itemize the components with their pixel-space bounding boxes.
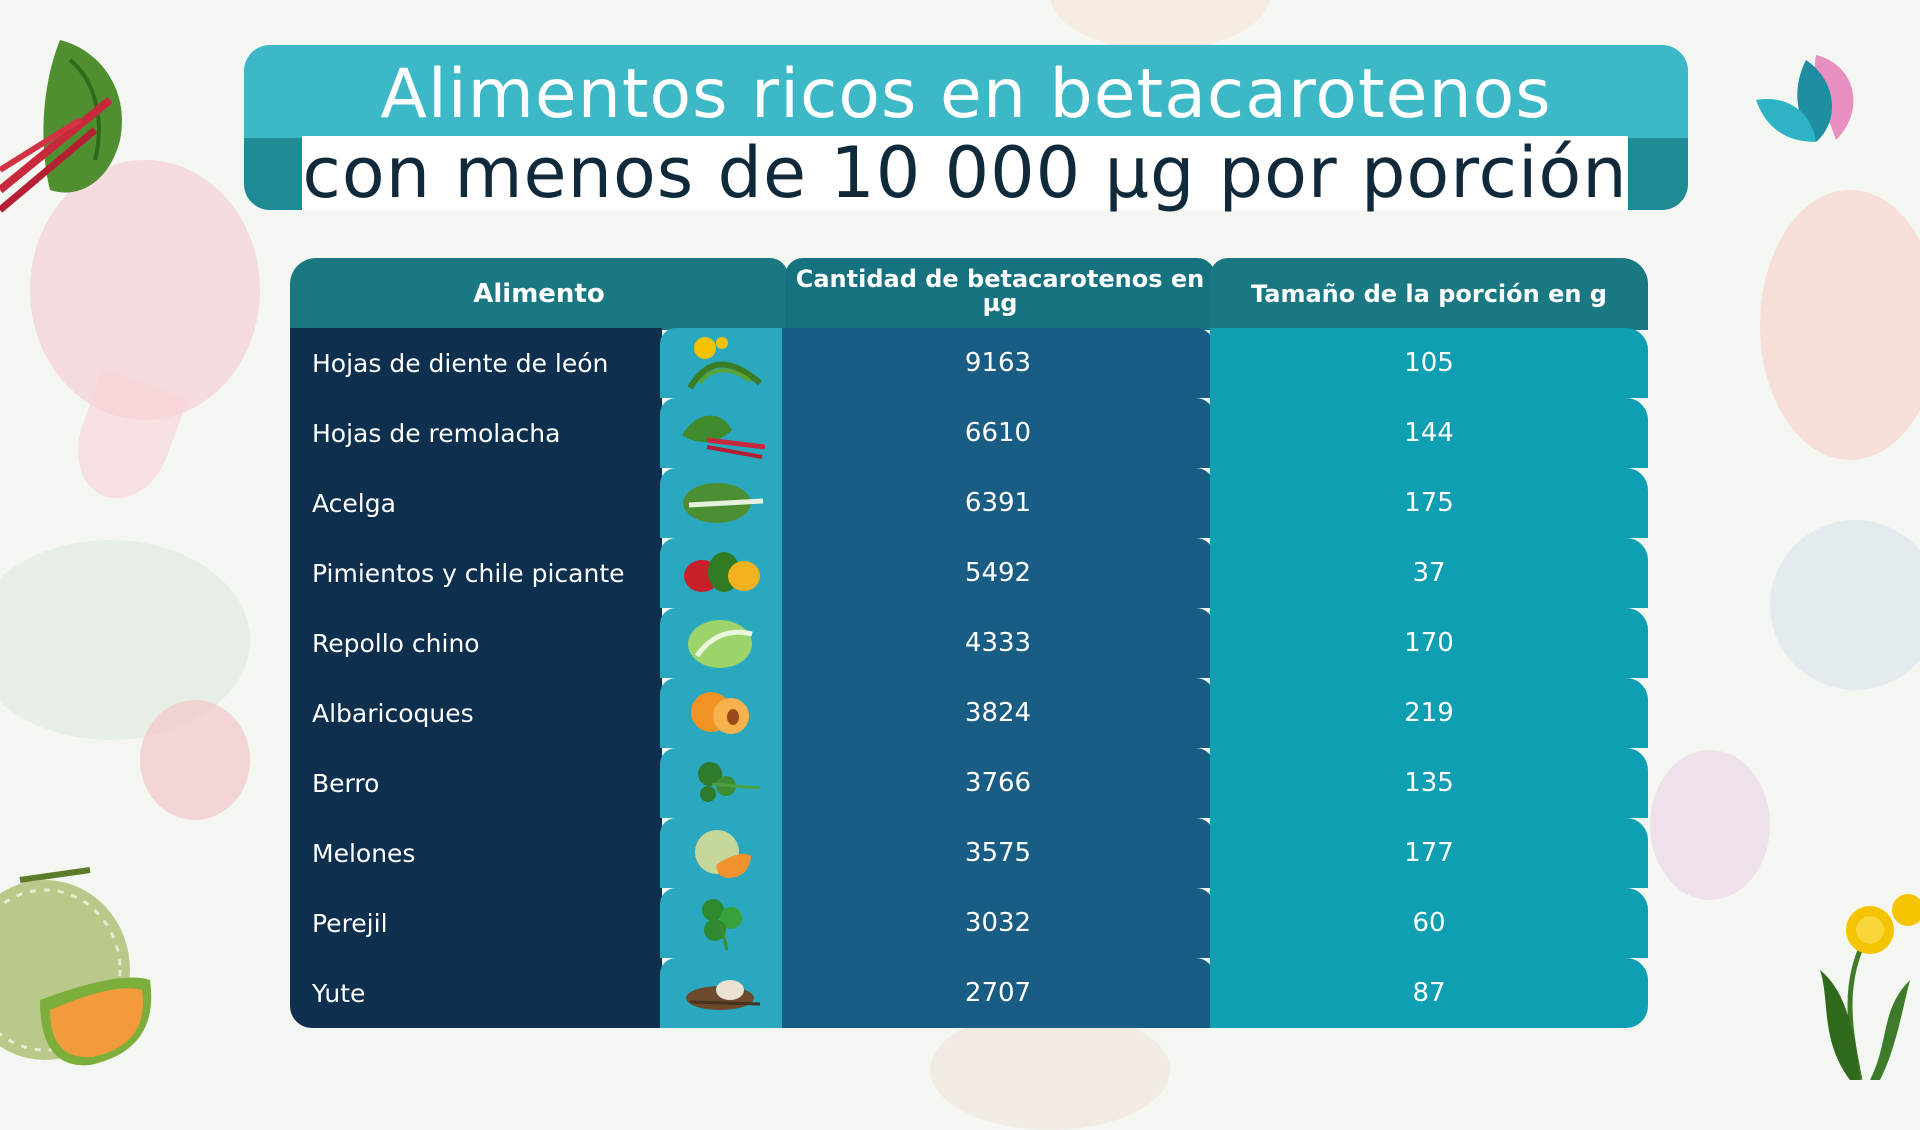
table-row: Yute 2707 87 [290,958,1648,1028]
amount-value: 3032 [782,888,1214,958]
chinese-cabbage-icon [660,608,784,678]
food-name: Pimientos y chile picante [290,538,662,608]
bottom-background-shape [930,1010,1170,1130]
dandelion-illustration [1820,894,1920,1080]
column-header-food: Alimento [290,258,788,330]
grapefruit-background-shape [1760,190,1920,460]
table-row: Repollo chino 4333 170 [290,608,1648,678]
amount-value: 4333 [782,608,1214,678]
melon-illustration [0,867,152,1066]
title-banner: Alimentos ricos en betacarotenos [244,45,1688,143]
amount-value: 3766 [782,748,1214,818]
table-row: Perejil 3032 60 [290,888,1648,958]
portion-value: 105 [1210,328,1648,398]
melon-icon [660,818,784,888]
amount-value: 2707 [782,958,1214,1028]
food-name: Perejil [290,888,662,958]
title-line-1: Alimentos ricos en betacarotenos [380,54,1552,134]
beet-greens-icon [660,398,784,468]
chard-illustration [0,40,122,213]
food-name: Acelga [290,468,662,538]
chard-icon [660,468,784,538]
table-row: Melones 3575 177 [290,818,1648,888]
amount-value: 9163 [782,328,1214,398]
fruit-background-shape [1650,750,1770,900]
apricot-icon [660,678,784,748]
jute-icon [660,958,784,1028]
subtitle-panel: con menos de 10 000 µg por porción [302,132,1628,214]
table-row: Hojas de diente de león 9163 105 [290,328,1648,398]
food-name: Albaricoques [290,678,662,748]
food-name: Hojas de diente de león [290,328,662,398]
portion-value: 87 [1210,958,1648,1028]
brand-logo-icon [1756,55,1854,142]
column-header-portion: Tamaño de la porción en g [1210,258,1648,330]
portion-value: 60 [1210,888,1648,958]
food-name: Yute [290,958,662,1028]
parsley-icon [660,888,784,958]
table-row: Hojas de remolacha 6610 144 [290,398,1648,468]
portion-value: 219 [1210,678,1648,748]
food-name: Repollo chino [290,608,662,678]
cabbage-background-shape [1770,520,1920,690]
radish-background-shape [30,160,260,420]
peppers-icon [660,538,784,608]
table-row: Acelga 6391 175 [290,468,1648,538]
dandelion-leaves-icon [660,328,784,398]
portion-value: 175 [1210,468,1648,538]
subtitle-banner: con menos de 10 000 µg por porción [244,132,1688,214]
food-name: Hojas de remolacha [290,398,662,468]
top-background-shape [1050,0,1270,50]
portion-value: 135 [1210,748,1648,818]
column-header-amount: Cantidad de betacarotenos en µg [785,258,1215,330]
table-row: Pimientos y chile picante 5492 37 [290,538,1648,608]
food-name: Melones [290,818,662,888]
amount-value: 5492 [782,538,1214,608]
table-row: Albaricoques 3824 219 [290,678,1648,748]
food-name: Berro [290,748,662,818]
portion-value: 144 [1210,398,1648,468]
title-line-2: con menos de 10 000 µg por porción [302,132,1628,214]
portion-value: 37 [1210,538,1648,608]
betacarotene-table: Alimento Cantidad de betacarotenos en µg… [290,258,1648,1028]
watercress-icon [660,748,784,818]
amount-value: 3575 [782,818,1214,888]
portion-value: 177 [1210,818,1648,888]
amount-value: 6391 [782,468,1214,538]
strawberry-background-shape [140,700,250,820]
table-row: Berro 3766 135 [290,748,1648,818]
portion-value: 170 [1210,608,1648,678]
amount-value: 3824 [782,678,1214,748]
amount-value: 6610 [782,398,1214,468]
